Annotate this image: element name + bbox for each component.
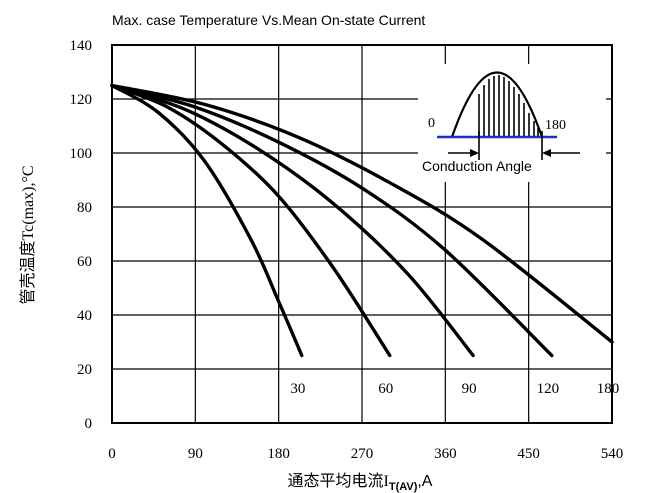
curve-label-90: 90 xyxy=(462,381,477,397)
series-curve-90 xyxy=(110,83,475,358)
x-tick-label: 180 xyxy=(267,446,290,462)
conduction-angle-inset: 0 180 Conduction Angle xyxy=(418,64,606,182)
y-tick-label: 140 xyxy=(70,38,93,54)
x-tick-label: 450 xyxy=(517,446,540,462)
y-tick-label: 20 xyxy=(77,362,92,378)
x-tick-label: 360 xyxy=(434,446,457,462)
y-tick-label: 0 xyxy=(85,416,93,432)
x-tick-label: 540 xyxy=(601,446,624,462)
y-axis-label: 管壳温度Tc(max),°C xyxy=(19,165,37,304)
curves xyxy=(110,83,614,358)
curve-label-30: 30 xyxy=(290,381,305,397)
plot-frame xyxy=(111,44,613,424)
inset-left-arrow-head xyxy=(470,149,479,157)
curve-labels: 30 60 90 120 180 xyxy=(290,381,619,397)
curve-label-120: 120 xyxy=(537,381,560,397)
x-axis-label: 通态平均电流IT(AV),A xyxy=(288,472,433,493)
inset-left-label: 0 xyxy=(428,116,435,131)
series-curve-60 xyxy=(110,83,392,358)
curve-label-180: 180 xyxy=(597,381,620,397)
series-curve-120 xyxy=(110,83,554,358)
y-tick-label: 80 xyxy=(77,200,92,216)
x-tick-label: 0 xyxy=(108,446,116,462)
x-axis-label-main: 通态平均电流I xyxy=(288,472,389,490)
x-axis-label-unit: ,A xyxy=(417,473,432,490)
inset-right-arrow-head xyxy=(542,149,551,157)
y-tick-label: 40 xyxy=(77,308,92,324)
inset-hatch-lines xyxy=(478,75,539,137)
y-tick-label: 60 xyxy=(77,254,92,270)
series-curve-30 xyxy=(110,83,304,358)
tick-labels: 0 90 180 270 360 450 540 0 20 40 60 80 100 120 140 xyxy=(70,38,624,462)
inset-background xyxy=(418,64,606,182)
y-tick-label: 120 xyxy=(70,92,93,108)
y-tick-label: 100 xyxy=(70,146,93,162)
inset-right-label: 180 xyxy=(545,118,566,133)
x-axis-label-sub: T(AV) xyxy=(389,481,418,493)
x-tick-label: 90 xyxy=(188,446,203,462)
inset-half-sine-wave xyxy=(450,71,544,138)
curve-label-60: 60 xyxy=(378,381,393,397)
chart-title: Max. case Temperature Vs.Mean On-state C… xyxy=(112,12,425,28)
series-curve-180 xyxy=(110,83,614,344)
inset-caption: Conduction Angle xyxy=(422,158,532,174)
x-tick-label: 270 xyxy=(351,446,374,462)
